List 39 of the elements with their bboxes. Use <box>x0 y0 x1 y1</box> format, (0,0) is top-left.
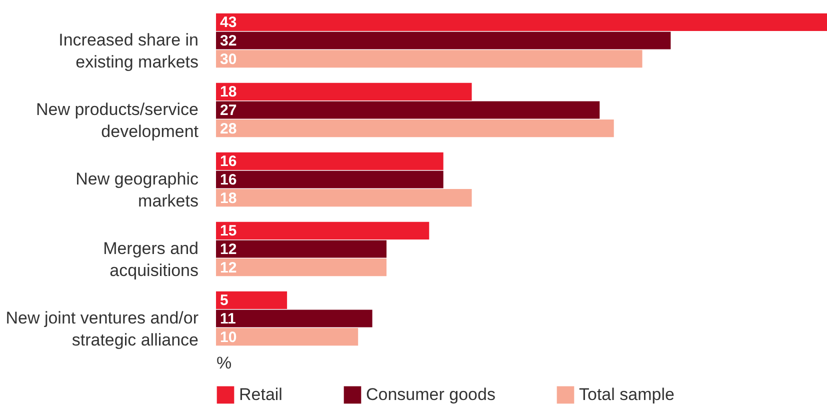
bar <box>216 222 430 240</box>
bar <box>216 291 288 309</box>
legend-label: Retail <box>239 384 282 404</box>
data-label: 12 <box>220 241 237 258</box>
bar <box>216 82 472 100</box>
bar <box>216 240 387 258</box>
data-label: 16 <box>220 172 237 188</box>
data-label: 10 <box>220 328 237 346</box>
legend-label: Total sample <box>579 384 674 404</box>
bar <box>216 189 472 207</box>
data-label: 27 <box>220 102 237 119</box>
data-label: 30 <box>220 50 237 68</box>
bar <box>216 101 600 119</box>
y-tick-label: New geographic markets <box>76 170 199 210</box>
legend-label: Consumer goods <box>366 384 496 404</box>
bar <box>216 328 358 346</box>
bar <box>216 152 444 170</box>
y-tick-label: Increased share in existing markets <box>58 30 198 72</box>
data-label: 32 <box>220 32 237 50</box>
data-label: 11 <box>220 310 236 328</box>
bar <box>216 310 372 328</box>
bar <box>216 170 444 188</box>
y-tick-label: New joint ventures and/or strategic alliance <box>6 308 199 350</box>
y-tick-label: Mergers and acquisitions <box>103 239 198 280</box>
data-label: 16 <box>220 153 237 170</box>
bar <box>216 258 387 276</box>
bar <box>216 120 614 138</box>
x-axis-title: % <box>216 354 232 372</box>
data-label: 28 <box>220 120 237 138</box>
data-label: 15 <box>220 222 237 240</box>
data-label: 12 <box>220 259 237 276</box>
bar <box>216 50 642 68</box>
bar <box>216 13 827 31</box>
bar <box>216 32 671 50</box>
data-label: 18 <box>220 84 237 101</box>
y-tick-label: New products/service development <box>36 100 199 141</box>
data-label: 18 <box>220 190 237 207</box>
data-label: 5 <box>220 292 228 310</box>
data-label: 43 <box>220 14 237 32</box>
